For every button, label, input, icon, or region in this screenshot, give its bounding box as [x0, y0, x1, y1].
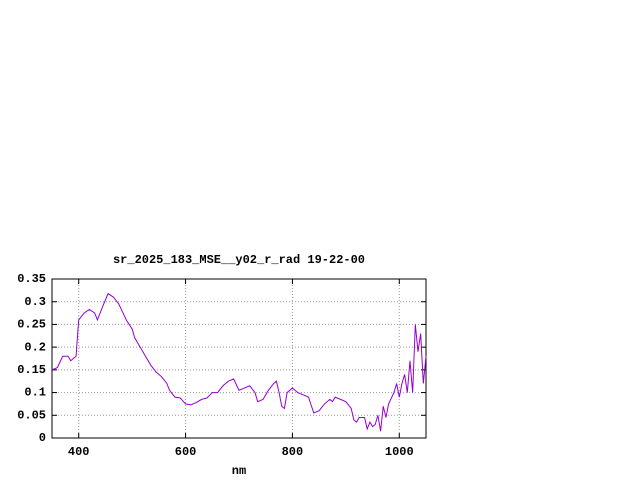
y-tick-label: 0: [39, 431, 46, 445]
y-tick-label: 0.2: [24, 340, 46, 354]
y-tick-label: 0.1: [24, 386, 46, 400]
x-tick-label: 400: [68, 445, 90, 459]
y-tick-label: 0.35: [17, 272, 46, 286]
x-tick-label: 800: [282, 445, 304, 459]
plot-border: [51, 278, 427, 439]
y-tick-label: 0.15: [17, 363, 46, 377]
y-tick-label: 0.25: [17, 318, 46, 332]
y-tick-label: 0.05: [17, 408, 46, 422]
x-tick-label: 600: [175, 445, 197, 459]
data-line: [51, 292, 427, 432]
x-tick-label: 1000: [385, 445, 414, 459]
y-tick-label: 0.3: [24, 295, 46, 309]
x-axis-label: nm: [232, 464, 246, 478]
chart-title: sr_2025_183_MSE__y02_r_rad 19-22-00: [113, 253, 365, 267]
